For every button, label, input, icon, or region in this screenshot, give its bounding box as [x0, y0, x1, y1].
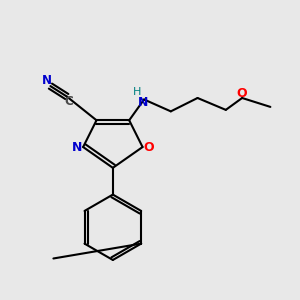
Text: N: N [71, 140, 82, 154]
Text: C: C [64, 95, 73, 108]
Text: N: N [137, 96, 148, 109]
Text: O: O [237, 87, 248, 100]
Text: H: H [132, 87, 141, 97]
Text: O: O [144, 140, 154, 154]
Text: N: N [42, 74, 52, 87]
